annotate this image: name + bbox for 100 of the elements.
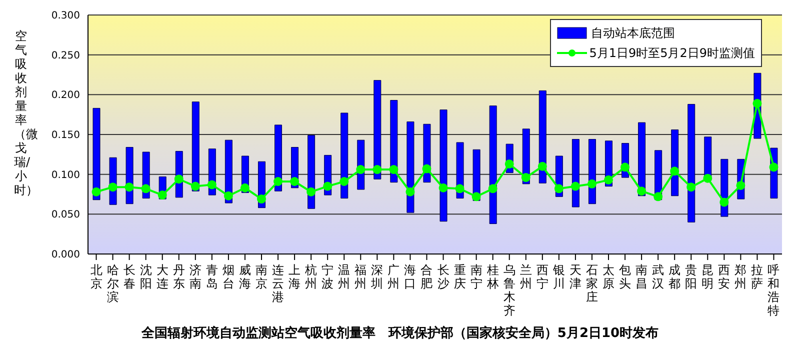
- point: [654, 192, 663, 202]
- x-tick-label: 南宁: [470, 263, 482, 290]
- point: [455, 184, 464, 194]
- x-tick-label: 上海: [288, 263, 301, 290]
- x-tick-label: 成都: [668, 263, 681, 290]
- x-tick-label: 重庆: [454, 263, 466, 290]
- text: 空气吸收剂量率（微戈瑞/小时）: [14, 29, 38, 197]
- point: [92, 187, 101, 196]
- point: [438, 183, 448, 192]
- x-tick-label: 桂林: [486, 263, 499, 290]
- point: [290, 177, 300, 186]
- point: [637, 186, 646, 196]
- point: [703, 174, 712, 183]
- x-tick-label: 连云港: [272, 263, 284, 304]
- y-tick-label: 0.250: [51, 50, 80, 62]
- point: [504, 159, 514, 168]
- y-tick-label: 0.150: [51, 130, 80, 142]
- x-tick-label: 温州: [338, 263, 350, 290]
- point: [190, 182, 200, 191]
- x-tick-label: 威海: [238, 263, 251, 290]
- point: [356, 165, 366, 174]
- x-tick-label: 武汉: [652, 263, 664, 290]
- point: [554, 184, 564, 194]
- x-tick-label: 大连: [156, 263, 168, 290]
- x-tick-label: 南京: [256, 263, 268, 290]
- x-tick-label: 石家庄: [586, 263, 598, 304]
- x-tick-label: 天津: [569, 263, 582, 290]
- point: [587, 179, 596, 188]
- y-tick-label: 0.300: [51, 10, 80, 22]
- point: [207, 180, 216, 190]
- x-tick-label: 杭州: [304, 263, 318, 290]
- bar: [406, 122, 414, 213]
- x-tick-label: 呼和浩特: [768, 263, 780, 318]
- point: [422, 164, 432, 174]
- bar: [92, 108, 100, 200]
- point: [224, 191, 233, 200]
- point: [769, 162, 778, 172]
- x-tick-label: 深圳: [370, 263, 384, 290]
- bar: [192, 102, 200, 192]
- bar: [340, 112, 348, 198]
- point: [372, 165, 382, 174]
- x-tick-label: 北京: [90, 263, 102, 290]
- legend-label: 5月1日9时至5月2日9时监测值: [589, 45, 755, 62]
- x-tick-label: 太原: [602, 263, 614, 290]
- x-tick-label: 沈阳: [140, 263, 152, 290]
- point: [570, 182, 580, 191]
- bar: [390, 100, 398, 183]
- text: 全国辐射环境自动监测站空气吸收剂量率 环境保护部（国家核安全局）5月2日10时发布: [140, 324, 660, 342]
- x-tick-label: 烟台: [222, 263, 234, 290]
- point: [736, 180, 746, 190]
- x-tick-label: 南昌: [636, 263, 648, 290]
- bar: [440, 110, 448, 222]
- y-tick-label: 0.050: [51, 210, 80, 221]
- point: [323, 182, 332, 191]
- bar: [704, 136, 712, 179]
- point: [124, 182, 134, 192]
- point: [620, 162, 630, 172]
- point: [604, 175, 613, 184]
- x-tick-label: 昆明: [702, 263, 714, 290]
- bar: [374, 80, 382, 180]
- y-tick-label: 0.100: [51, 170, 80, 181]
- x-tick-label: 西宁: [536, 263, 548, 290]
- point: [472, 192, 481, 202]
- x-tick-label: 郑州: [734, 263, 747, 290]
- y-tick-label: 0.000: [51, 250, 80, 261]
- x-tick-label: 拉萨: [751, 263, 764, 290]
- point: [670, 166, 680, 176]
- x-tick-label: 广州: [388, 263, 400, 290]
- point: [174, 174, 184, 184]
- x-tick-label: 济南: [189, 263, 202, 290]
- x-tick-label: 贵阳: [685, 263, 698, 290]
- point: [752, 98, 762, 108]
- x-tick-label: 丹东: [172, 263, 185, 290]
- x-tick-label: 银川: [552, 263, 565, 290]
- x-tick-label: 包头: [619, 263, 632, 290]
- x-tick-label: 海口: [404, 263, 416, 290]
- point: [406, 187, 415, 196]
- point: [686, 182, 696, 192]
- point: [108, 182, 118, 192]
- x-tick-label: 福州: [354, 263, 367, 290]
- point: [538, 162, 547, 171]
- point: [389, 165, 398, 174]
- legend-label: 自动站本底范围: [591, 25, 676, 42]
- point: [488, 184, 498, 194]
- point: [141, 184, 150, 194]
- x-tick-label: 乌鲁木齐: [503, 263, 516, 318]
- x-tick-label: 宁波: [322, 263, 334, 290]
- x-tick-label: 合肥: [420, 263, 433, 290]
- point: [340, 177, 349, 186]
- point: [240, 183, 250, 192]
- bar: [688, 104, 696, 222]
- x-tick-label: 哈尔滨: [106, 263, 119, 304]
- point: [257, 194, 266, 204]
- x-tick-label: 青岛: [206, 263, 218, 290]
- bar: [489, 106, 497, 224]
- point: [306, 187, 316, 196]
- x-tick-label: 长沙: [437, 263, 450, 290]
- x-tick-label: 长春: [123, 263, 136, 290]
- point: [720, 198, 729, 207]
- x-tick-label: 兰州: [520, 263, 532, 290]
